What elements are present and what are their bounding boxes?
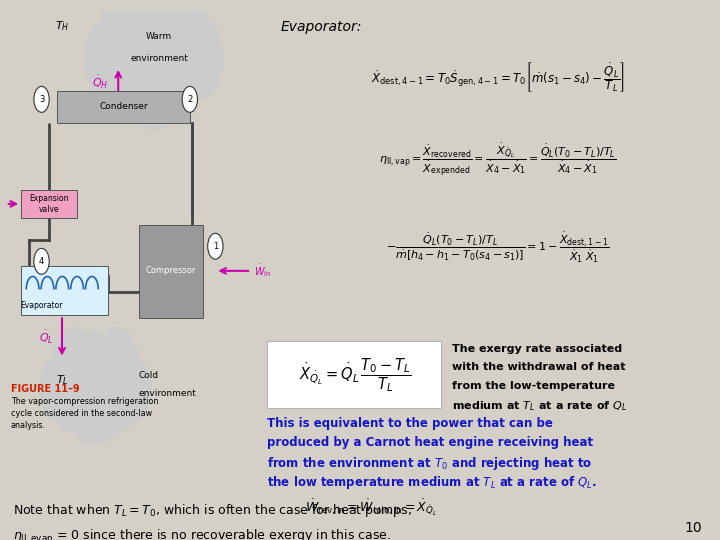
- Text: 4: 4: [39, 257, 44, 266]
- Circle shape: [54, 367, 93, 434]
- Text: $\eta_{\mathrm{II,evap}}$ = 0 since there is no recoverable exergy in this case.: $\eta_{\mathrm{II,evap}}$ = 0 since ther…: [12, 528, 390, 540]
- Text: $\dot{Q}_L$: $\dot{Q}_L$: [40, 328, 54, 346]
- Circle shape: [71, 367, 119, 448]
- Text: produced by a Carnot heat engine receiving heat: produced by a Carnot heat engine receivi…: [267, 436, 593, 449]
- Circle shape: [207, 233, 223, 259]
- Text: Compressor: Compressor: [145, 266, 196, 275]
- Bar: [21, 190, 77, 218]
- Text: medium at $T_L$ at a rate of $Q_L$: medium at $T_L$ at a rate of $Q_L$: [452, 399, 628, 413]
- Circle shape: [154, 0, 207, 72]
- Text: Cold: Cold: [139, 372, 159, 380]
- Text: $-\dfrac{\dot{Q}_L(T_0-T_L)/T_L}{\dot{m}[h_4-h_1-T_0(s_4-s_1)]} = 1-\dfrac{\dot{: $-\dfrac{\dot{Q}_L(T_0-T_L)/T_L}{\dot{m}…: [386, 230, 609, 265]
- Circle shape: [84, 17, 132, 99]
- Circle shape: [34, 248, 49, 274]
- Text: analysis.: analysis.: [11, 421, 46, 430]
- Text: 3: 3: [39, 95, 44, 104]
- Text: Evaporator: Evaporator: [20, 301, 63, 310]
- Circle shape: [119, 0, 189, 104]
- Text: 10: 10: [685, 521, 702, 535]
- Text: $\dot{X}_{\mathrm{dest},4-1} = T_0\dot{S}_{\mathrm{gen},4-1} = T_0\left[\dot{m}(: $\dot{X}_{\mathrm{dest},4-1} = T_0\dot{S…: [371, 60, 624, 94]
- Circle shape: [100, 0, 154, 72]
- Text: 1: 1: [212, 242, 218, 251]
- Bar: [57, 91, 190, 123]
- Text: from the environment at $T_0$ and rejecting heat to: from the environment at $T_0$ and reject…: [267, 455, 593, 472]
- Circle shape: [52, 327, 95, 401]
- Circle shape: [157, 31, 205, 112]
- Text: $\dot{X}_{\dot{Q}_L} = \dot{Q}_L\,\dfrac{T_0-T_L}{T_L}$: $\dot{X}_{\dot{Q}_L} = \dot{Q}_L\,\dfrac…: [299, 356, 412, 394]
- Circle shape: [39, 356, 78, 422]
- Text: This is equivalent to the power that can be: This is equivalent to the power that can…: [267, 417, 553, 430]
- Circle shape: [112, 356, 152, 422]
- Text: from the low-temperature: from the low-temperature: [452, 381, 616, 391]
- Bar: [21, 266, 108, 315]
- Text: $\dot{W}_{\mathrm{rev,in}} = \dot{W}_{\mathrm{min,in}} = \dot{X}_{\dot{Q}_L}$: $\dot{W}_{\mathrm{rev,in}} = \dot{W}_{\m…: [305, 498, 438, 518]
- Text: $\dot{W}_{\mathrm{in}}$: $\dot{W}_{\mathrm{in}}$: [253, 262, 271, 279]
- Text: cycle considered in the second-law: cycle considered in the second-law: [11, 409, 152, 418]
- Text: FIGURE 11–9: FIGURE 11–9: [11, 384, 79, 395]
- Text: Expansion
valve: Expansion valve: [30, 194, 69, 214]
- Circle shape: [34, 86, 49, 112]
- Text: Note that when $T_L = T_0$, which is often the case for heat pumps,: Note that when $T_L = T_0$, which is oft…: [12, 502, 412, 519]
- Text: $T_L$: $T_L$: [55, 373, 68, 387]
- Text: $\eta_{\mathrm{II,vap}} = \dfrac{\dot{X}_{\mathrm{recovered}}}{\dot{X}_{\mathrm{: $\eta_{\mathrm{II,vap}} = \dfrac{\dot{X}…: [379, 142, 616, 179]
- Text: Condenser: Condenser: [99, 102, 148, 111]
- Text: 2: 2: [187, 95, 192, 104]
- Bar: [139, 225, 202, 318]
- Circle shape: [97, 367, 137, 434]
- FancyBboxPatch shape: [267, 341, 441, 408]
- Text: $T_H$: $T_H$: [55, 19, 69, 33]
- Text: the low temperature medium at $T_L$ at a rate of $Q_L$.: the low temperature medium at $T_L$ at a…: [267, 474, 598, 491]
- Circle shape: [103, 31, 151, 112]
- Circle shape: [176, 17, 224, 99]
- Text: Evaporator:: Evaporator:: [281, 21, 362, 35]
- Text: environment: environment: [139, 389, 197, 397]
- Circle shape: [182, 86, 197, 112]
- Text: The exergy rate associated: The exergy rate associated: [452, 344, 623, 354]
- Text: with the withdrawal of heat: with the withdrawal of heat: [452, 362, 626, 373]
- Text: environment: environment: [130, 54, 188, 63]
- Text: Warm: Warm: [146, 32, 172, 42]
- Text: The vapor-compression refrigeration: The vapor-compression refrigeration: [11, 397, 158, 407]
- Circle shape: [67, 330, 123, 426]
- Circle shape: [125, 31, 184, 131]
- Circle shape: [95, 327, 139, 401]
- Text: $\dot{Q}_H$: $\dot{Q}_H$: [92, 73, 109, 91]
